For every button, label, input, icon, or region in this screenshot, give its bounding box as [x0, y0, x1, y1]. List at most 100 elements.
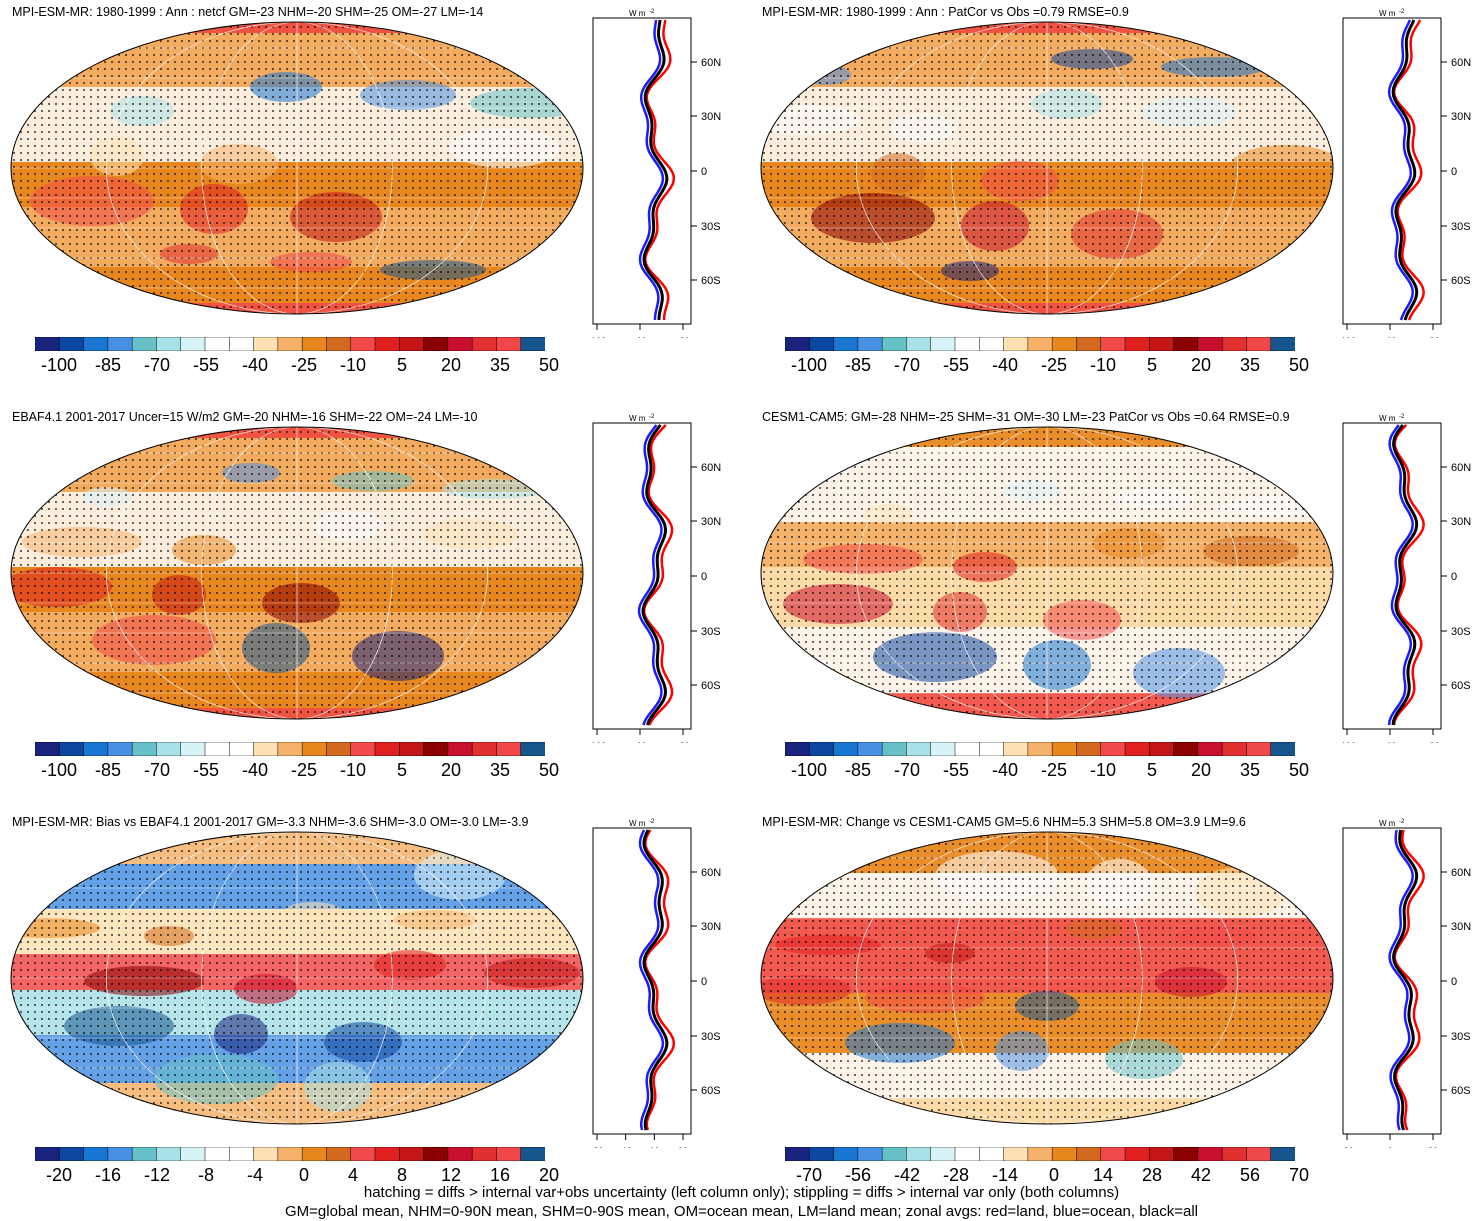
latitude-label: 30S — [1451, 1031, 1471, 1043]
colorbar-label: -40 — [241, 760, 269, 780]
colorbar-swatch — [520, 337, 545, 351]
colorbar-swatch — [1051, 742, 1078, 756]
zonal-curve — [642, 829, 669, 1131]
unit-superscript: -2 — [1399, 414, 1405, 420]
latitude-label: 30N — [1451, 921, 1471, 933]
colorbar-swatch — [447, 742, 473, 756]
zonal-curve — [1387, 424, 1414, 726]
colorbar-swatch — [1270, 1147, 1295, 1161]
colorbar-swatch — [471, 1147, 498, 1161]
colorbar-swatch — [180, 1147, 206, 1161]
panel-title: EBAF4.1 2001-2017 Uncer=15 W/m2 GM=-20 N… — [12, 410, 478, 424]
colorbar-label: 28 — [1141, 1165, 1163, 1185]
unit-label: W m — [629, 9, 646, 18]
zonal-tick-label: -10 — [619, 1146, 632, 1148]
colorbar-label: -85 — [844, 760, 872, 780]
map — [760, 426, 1334, 720]
colorbar-swatch — [253, 1147, 279, 1161]
unit-superscript: -2 — [649, 9, 655, 15]
zonal-curve — [1388, 829, 1414, 1131]
colorbar-swatch — [35, 742, 61, 756]
colorbar-swatch — [930, 1147, 956, 1161]
colorbar-label: 8 — [396, 1165, 408, 1185]
zonal-tick-label: -100 — [588, 336, 606, 338]
colorbar — [35, 742, 545, 756]
colorbar-swatch — [374, 742, 401, 756]
colorbar-swatch — [83, 742, 109, 756]
unit-superscript: -2 — [649, 819, 655, 825]
colorbar-label: -40 — [241, 355, 269, 375]
zonal-tick-label: -20 — [676, 741, 689, 743]
zonal-curve — [641, 424, 668, 726]
colorbar-label: -25 — [290, 355, 318, 375]
colorbar-swatch — [1246, 742, 1272, 756]
zonal-curve — [642, 424, 674, 726]
colorbar-swatch — [350, 742, 376, 756]
colorbar-swatch — [1124, 1147, 1151, 1161]
colorbar-swatch — [1124, 742, 1151, 756]
latitude-label: 0 — [701, 166, 707, 178]
colorbar-swatch — [301, 1147, 328, 1161]
colorbar-swatch — [423, 1147, 449, 1161]
colorbar-swatch — [35, 337, 61, 351]
colorbar-swatch — [833, 1147, 859, 1161]
colorbar-swatch — [520, 742, 545, 756]
colorbar-swatch — [1246, 1147, 1272, 1161]
colorbar-label: -25 — [1040, 355, 1068, 375]
latitude-label: 60S — [1451, 1085, 1471, 1097]
colorbar-swatch — [881, 337, 908, 351]
unit-label: W m — [1379, 9, 1396, 18]
colorbar-swatch — [1197, 337, 1223, 351]
colorbar-swatch — [35, 1147, 61, 1161]
zonal-tick-label: 0 — [1387, 1146, 1392, 1148]
colorbar-label: 35 — [1239, 760, 1261, 780]
colorbar-label: -40 — [991, 355, 1019, 375]
colorbar-swatch — [326, 1147, 352, 1161]
colorbar-swatch — [277, 1147, 303, 1161]
colorbar-label: -55 — [942, 760, 970, 780]
colorbar-swatch — [350, 1147, 376, 1161]
colorbar-swatch — [857, 1147, 883, 1161]
zonal-curve — [643, 829, 676, 1131]
latitude-label: 30S — [701, 221, 721, 233]
zonal-curve — [642, 19, 669, 321]
colorbar-swatch — [423, 742, 449, 756]
colorbar-swatch — [107, 337, 133, 351]
colorbar-label: 35 — [1239, 355, 1261, 375]
zonal-tick-label: -60 — [633, 336, 646, 338]
colorbar-label: -55 — [192, 355, 220, 375]
map — [760, 21, 1334, 315]
colorbar-label: -85 — [844, 355, 872, 375]
zonal-curve — [1392, 19, 1425, 321]
latitude-label: 60N — [1451, 57, 1471, 69]
colorbar-label: 20 — [440, 760, 462, 780]
zonal-tick-label: -20 — [1340, 1146, 1353, 1148]
colorbar-swatch — [496, 742, 522, 756]
colorbar-label: 5 — [1146, 760, 1158, 780]
zonal-mean-plot: W m-2 60N 30N 0 30S 60S -100 -60 -20 — [1338, 414, 1471, 743]
latitude-label: 0 — [701, 976, 707, 988]
colorbar-swatch — [930, 337, 956, 351]
zonal-tick-label: 30 — [678, 1146, 688, 1148]
colorbar-swatch — [399, 337, 425, 351]
colorbar-swatch — [59, 742, 85, 756]
colorbar-swatch — [1270, 742, 1295, 756]
panel-title: MPI-ESM-MR: Bias vs EBAF4.1 2001-2017 GM… — [12, 815, 529, 829]
colorbar-swatch — [1003, 337, 1029, 351]
colorbar-label: -25 — [1040, 760, 1068, 780]
colorbar-label: -28 — [942, 1165, 970, 1185]
latitude-label: 60N — [701, 867, 721, 879]
colorbar-label: -20 — [45, 1165, 73, 1185]
zonal-tick-label: -30 — [590, 1146, 603, 1148]
colorbar — [785, 742, 1295, 756]
colorbar-label: -25 — [290, 760, 318, 780]
colorbar-swatch — [833, 742, 859, 756]
zonal-tick-label: -60 — [633, 741, 646, 743]
colorbar-swatch — [301, 337, 328, 351]
colorbar-swatch — [1221, 742, 1248, 756]
colorbar-swatch — [1221, 1147, 1248, 1161]
colorbar-swatch — [447, 1147, 473, 1161]
colorbar-swatch — [131, 1147, 158, 1161]
colorbar-swatch — [374, 337, 401, 351]
zonal-mean-plot: W m-2 60N 30N 0 30S 60S -100 -60 -20 — [588, 414, 721, 743]
